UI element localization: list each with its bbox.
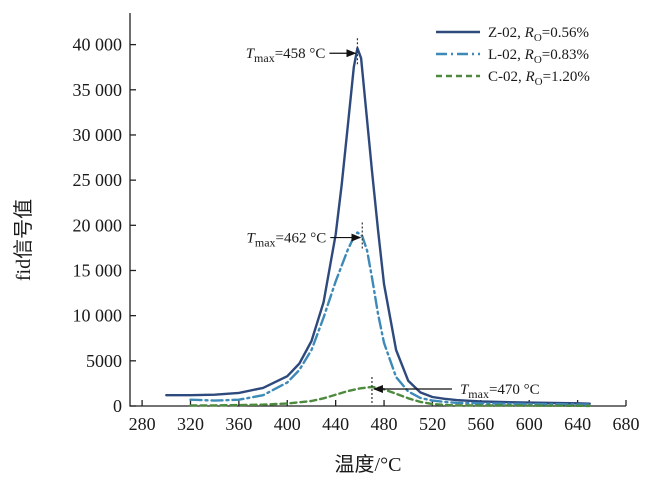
x-tick-label: 400 [274,414,301,434]
tmax-label-value: =458 °C [275,46,326,62]
tmax-label-3: Tmax=470 °C [460,382,540,401]
x-tick-label: 680 [613,414,640,434]
legend-r-value: =0.83% [542,47,589,63]
tmax-label-T: T [246,46,256,62]
y-tick-label: 10 000 [73,306,123,326]
x-tick-label: 280 [129,414,156,434]
legend-sample-id: L-02, [488,47,525,63]
chart-axes: 280 320 360 400 440 480 520 560 600 640 680 0 5000 10… [73,13,640,434]
x-tick-label: 560 [467,414,494,434]
x-tick-label: 640 [564,414,591,434]
legend-entry-2: L-02, RO=0.83% [488,47,589,66]
legend-r-value: =1.20% [543,69,590,85]
legend-r-symbol: R [524,25,534,41]
tmax-label-value: =462 °C [276,231,327,247]
y-axis-title: fid信号值 [12,199,35,281]
tmax-label-T: T [460,382,470,398]
legend-r-symbol: R [525,69,535,85]
y-tick-label: 0 [113,396,122,416]
y-tick-label: 35 000 [73,80,123,100]
legend-entry-1: Z-02, RO=0.56% [488,25,589,44]
legend-r-sub: O [534,54,542,66]
y-tick-label: 25 000 [73,170,123,190]
x-tick-label: 360 [225,414,252,434]
y-tick-label: 40 000 [73,35,123,55]
y-tick-label: 30 000 [73,125,123,145]
x-axis-title: 温度/°C [335,453,402,476]
tmax-label-sub: max [255,236,276,250]
legend-entry-3: C-02, RO=1.20% [488,69,590,88]
series-line-2 [189,231,591,406]
y-tick-label: 20 000 [73,215,123,235]
legend-r-symbol: R [524,47,534,63]
tmax-label-2: Tmax=462 °C [247,231,327,250]
legend-sample-id: Z-02, [488,25,525,41]
x-tick-label: 600 [516,414,543,434]
legend-r-sub: O [535,76,543,88]
y-tick-label: 15 000 [73,260,123,280]
tmax-label-value: =470 °C [489,382,540,398]
tmax-label-T: T [247,231,257,247]
tmax-label-1: Tmax=458 °C [246,46,326,65]
x-tick-label: 520 [419,414,446,434]
series-line-1 [165,47,591,405]
chart-legend: Z-02, RO=0.56%L-02, RO=0.83%C-02, RO=1.2… [436,25,590,88]
tmax-label-sub: max [468,387,489,401]
x-tick-label: 320 [177,414,204,434]
y-tick-label: 5000 [86,351,122,371]
legend-r-value: =0.56% [542,25,589,41]
x-tick-label: 440 [322,414,349,434]
legend-sample-id: C-02, [488,69,526,85]
tmax-label-sub: max [254,51,275,65]
legend-r-sub: O [534,32,542,44]
x-tick-label: 480 [371,414,398,434]
